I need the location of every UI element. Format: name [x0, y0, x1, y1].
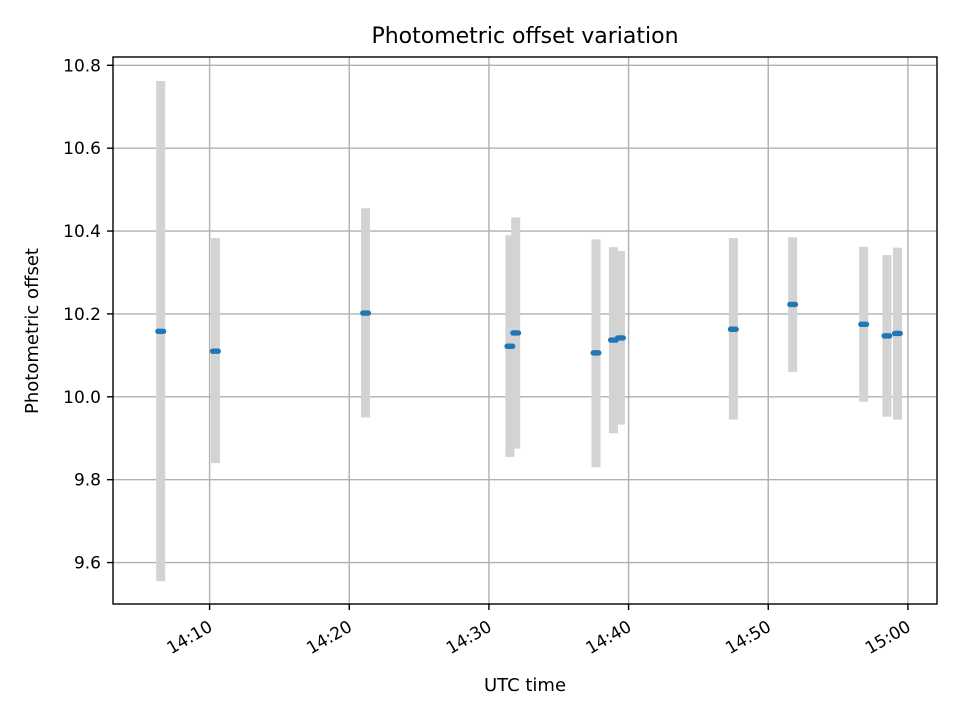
- y-tick-label: 9.8: [74, 471, 101, 491]
- data-point: [858, 321, 870, 327]
- y-tick-label: 9.6: [74, 554, 101, 574]
- data-point: [727, 326, 739, 332]
- data-point: [787, 301, 799, 308]
- x-tick-label: 14:30: [443, 617, 495, 659]
- data-point: [881, 333, 893, 339]
- data-point: [209, 348, 221, 354]
- x-tick-label: 14:10: [164, 617, 216, 659]
- data-points: [155, 301, 903, 356]
- y-tick-label: 10.8: [63, 56, 101, 76]
- data-point: [590, 350, 602, 356]
- data-point: [504, 343, 516, 349]
- x-axis-ticks: 14:10 14:20 14:30 14:40 14:50 15:00: [164, 604, 914, 659]
- x-tick-label: 15:00: [862, 617, 914, 659]
- data-point: [360, 310, 372, 316]
- y-tick-label: 10.0: [63, 388, 101, 408]
- y-axis-label: Photometric offset: [22, 248, 43, 414]
- plot-frame: [112, 56, 938, 605]
- data-point: [614, 335, 626, 341]
- y-axis-ticks: 9.6 9.8 10.0 10.2 10.4 10.6 10.8: [63, 56, 113, 574]
- y-tick-label: 10.2: [63, 305, 101, 325]
- data-point: [510, 330, 522, 336]
- x-axis-label: UTC time: [484, 675, 566, 696]
- data-point: [891, 330, 903, 337]
- x-tick-label: 14:40: [583, 617, 635, 659]
- data-point: [155, 328, 167, 335]
- x-tick-label: 14:50: [722, 617, 774, 659]
- grid-lines: [113, 57, 937, 604]
- error-bars: [156, 81, 902, 582]
- y-tick-label: 10.6: [63, 139, 101, 159]
- chart-title: Photometric offset variation: [371, 24, 678, 49]
- y-tick-label: 10.4: [63, 222, 101, 242]
- x-tick-label: 14:20: [303, 617, 355, 659]
